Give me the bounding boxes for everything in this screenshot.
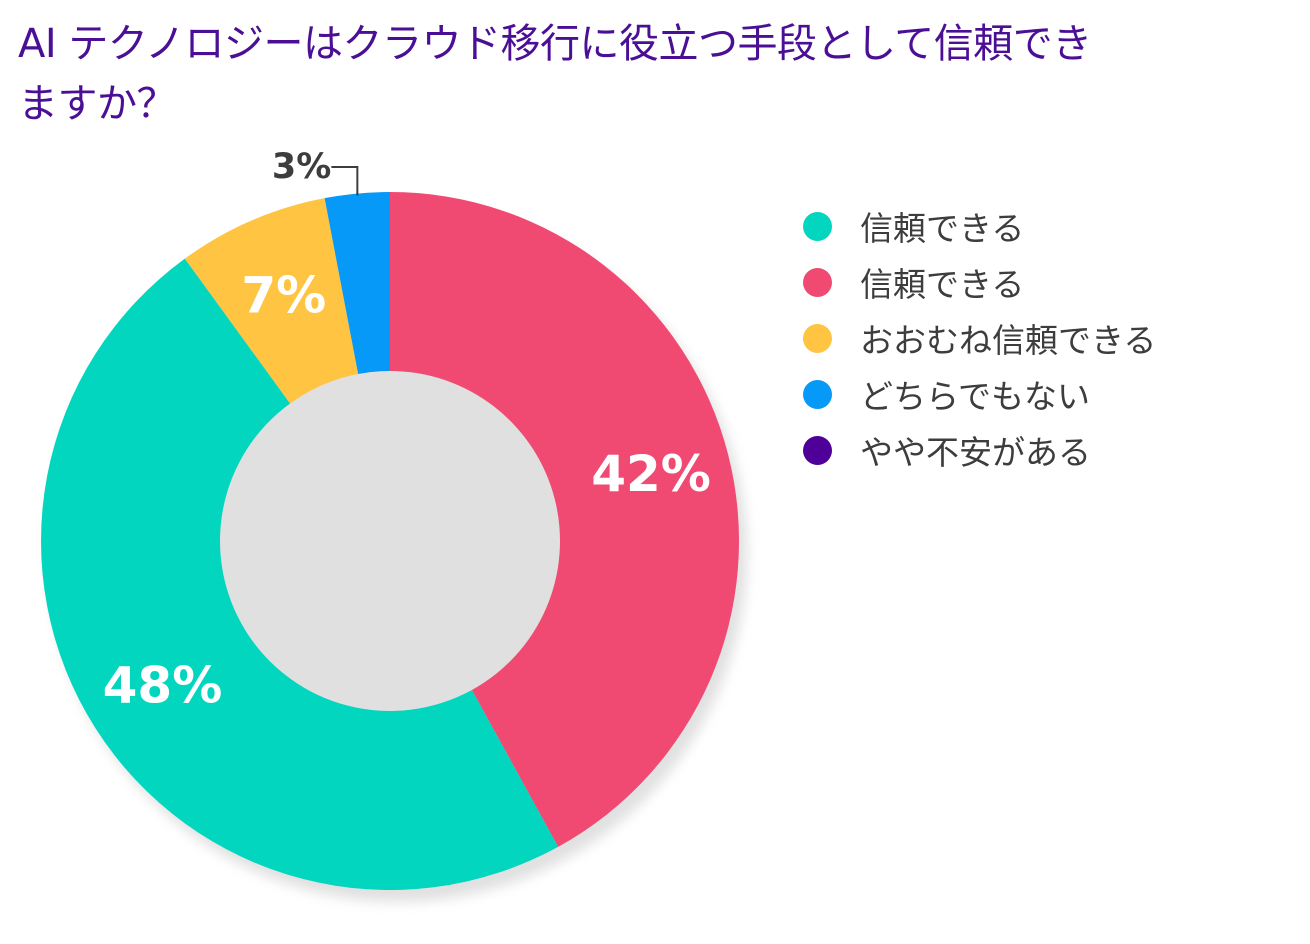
legend-item-2: おおむね信頼できる xyxy=(803,310,1156,366)
legend-item-3: どちらでもない xyxy=(803,366,1156,422)
legend-label-0: 信頼できる xyxy=(860,209,1025,248)
legend-item-4: やや不安がある xyxy=(803,422,1156,478)
legend-label-3: どちらでもない xyxy=(860,377,1091,416)
legend-swatch-4 xyxy=(803,435,832,465)
data-label-3: 3% xyxy=(272,147,331,187)
donut-slice-1 xyxy=(390,192,739,847)
legend: 信頼できる 信頼できる おおむね信頼できる どちらでもない やや不安がある xyxy=(803,198,1156,478)
legend-swatch-1 xyxy=(803,267,832,297)
donut-slice-0 xyxy=(40,258,559,891)
donut-slice-2 xyxy=(184,198,359,404)
legend-item-0: 信頼できる xyxy=(803,198,1156,254)
leader-line-3 xyxy=(331,166,359,196)
legend-swatch-3 xyxy=(803,379,832,409)
legend-swatch-0 xyxy=(803,211,832,241)
legend-swatch-2 xyxy=(803,323,832,353)
donut-slice-3 xyxy=(324,192,390,375)
legend-label-2: おおむね信頼できる xyxy=(860,321,1157,360)
donut-labels: 42% 48% 7% 3% xyxy=(103,147,711,714)
legend-label-4: やや不安がある xyxy=(860,433,1091,472)
chart-title: AI テクノロジーはクラウド移行に役立つ手段として信頼できますか？ xyxy=(18,21,1092,127)
legend-item-1: 信頼できる xyxy=(803,254,1156,310)
data-label-1: 42% xyxy=(591,445,711,503)
donut-slices xyxy=(40,192,739,891)
data-label-2: 7% xyxy=(241,267,326,325)
data-label-0: 48% xyxy=(103,656,223,714)
legend-label-1: 信頼できる xyxy=(860,265,1025,304)
